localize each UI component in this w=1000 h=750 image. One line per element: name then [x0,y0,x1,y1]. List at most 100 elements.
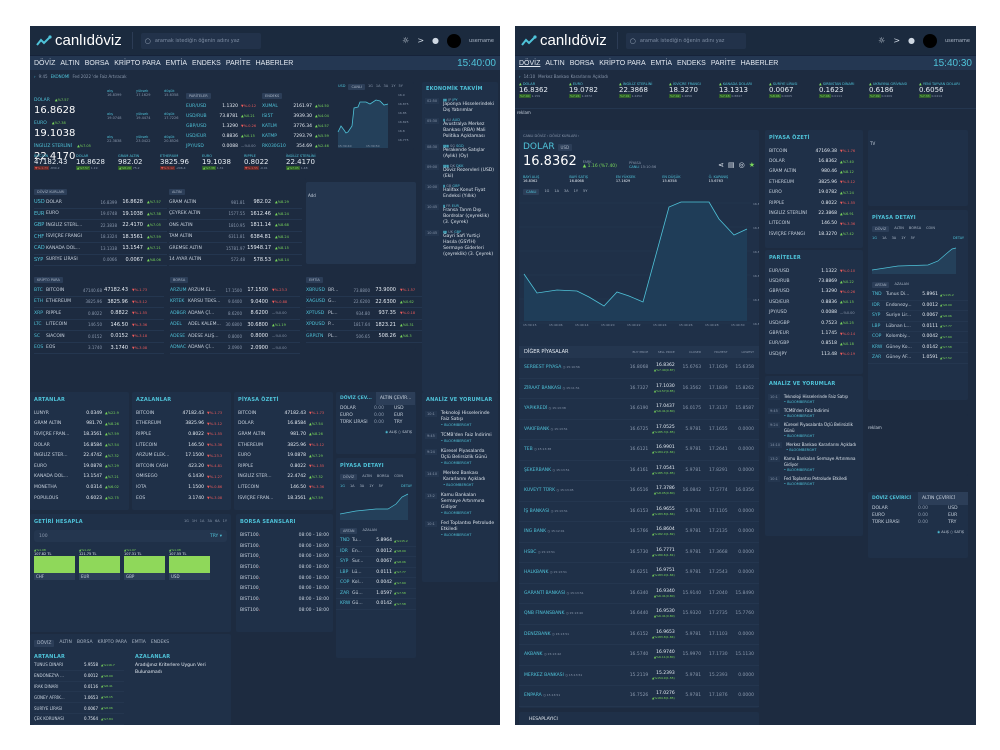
list-item[interactable]: LITECOIN 146.50 ▼%-3.36 [136,442,223,448]
list-item[interactable]: GRAM ALTIN 981.70 ▲%8.26 [34,421,119,427]
news-ticker[interactable]: Merkez Bankası Kararlarını Açıkladı [538,73,609,79]
share-icon[interactable]: > [417,36,425,45]
list-item[interactable]: RIPPLE 0.8022 ▼%-1.55 [769,200,856,206]
menu-0[interactable]: DÖVİZ [519,59,541,67]
table-row[interactable]: GRPLTN PL... 506.65 508.26 ▲%6.3 [306,331,436,343]
movers-tab[interactable]: ALTIN [59,640,72,645]
strip-item[interactable]: ▲ UKRAYNA GRİVNASI 0.6186 %7.09 0.0409 [869,82,908,98]
menu-5[interactable]: ENDEKS [192,59,221,67]
table-row[interactable]: TAM ALTIN 6311.81 6384.81 ▲%8.24 [169,232,302,243]
table-row[interactable]: EUR EURO 19.0748 19.1038 ▲%7.38 [34,209,167,220]
chart-period[interactable]: 1Y [391,84,396,88]
major-2[interactable]: İNGİLİZ STERLİNİ ▲%7.05 22.4170 [34,144,91,162]
table-row[interactable]: EOS EOS 3.1740 3.1740 ▼%-3.08 [34,343,164,354]
news-item[interactable]: 14:10 Merkez Bankası Kararlarını Açıkladı… [425,471,486,487]
detail-tab[interactable]: DÖVİZ [340,474,358,480]
username[interactable]: username [945,37,970,44]
table-row[interactable]: ADESE ADESE ALIŞ... 0.8000 0.8000 —%0.00 [170,331,300,343]
period-tab[interactable]: 6A [215,519,220,523]
period-tab[interactable]: 1H [191,519,197,523]
period-tab[interactable]: 3A [207,519,212,523]
tab-doviz-cevirici[interactable]: DÖVİZ ÇEVİRİCİ [872,496,912,501]
table-row[interactable]: SERBEST PİYASA ◷ 15:10:56 16.8068 16.8362 ▲… [519,358,759,379]
menu-4[interactable]: EMTİA [165,59,188,67]
table-row[interactable]: ADBGR ADANA Çİ... 8.6200 8.6200 —%0.00 [170,308,300,320]
detail-row[interactable]: ZAR Güney AF... 1.0591 ▲%7.52 [868,353,968,364]
period-tab[interactable]: 1A [199,519,205,523]
list-item[interactable]: İNGİLİZ STERLİNİ 22.3868 ▲%6.91 [769,211,854,217]
period-tab[interactable]: 1G [183,519,189,523]
list-item[interactable]: USD/RUB 73.8869 ▲%0.22 [769,279,854,285]
endeks-row[interactable]: RK030G10 354.69 ▲%2.46 [262,143,329,149]
list-item[interactable]: EUR/GBP 0.8518 ▲%0.18 [769,341,854,347]
list-item[interactable]: İNGİLİZ STER... 22.4742 ▲%7.32 [34,453,119,459]
logo[interactable]: canlıdöviz [521,32,618,49]
menu-2[interactable]: BORSA [569,59,595,67]
calendar-event[interactable]: 10:45 ▮ FR EUR Fransa Tarım Dışı Bordrolar… [425,204,490,225]
period-tab[interactable]: 1A [881,236,887,240]
list-item[interactable]: KANADA DOL... 13.1547 ▲%7.21 [34,474,119,480]
list-item[interactable]: BITCOIN 47182.43 ▼%-1.73 [136,410,223,416]
converter-row[interactable]: EURO 0.00 EUR [872,513,958,518]
detail-row[interactable]: SYP Suriye Lir... 0.0067 ▲%8.06 [868,311,968,322]
radio-satis[interactable]: ○ SATIŞ [398,430,412,434]
sub-tab[interactable]: AZALAN [894,282,909,286]
list-item[interactable]: İSVİÇRE FRAN... 18.3561 ▲%7.59 [238,495,323,501]
menu-0[interactable]: DÖVİZ [34,59,56,67]
list-item[interactable]: GÜNEY AFRİK... 1.0653 ▲%8.15 [34,692,124,704]
detay-link[interactable]: DETAY [400,484,412,488]
detail-tab[interactable]: ALTIN [894,226,904,230]
bell-icon[interactable]: ● [432,36,439,45]
sub-tab[interactable]: ARTAN [872,282,890,288]
ticker-card[interactable]: ETHERIUM 3825.96 ▼%-5.12 -206.4 [160,154,189,170]
table-row[interactable]: XPTUSD PL... 934.80 937.35 ▼%-0.18 [306,308,436,320]
list-item[interactable]: LITECOIN 146.50 ▼%-3.36 [238,484,325,490]
list-item[interactable]: GBP/USD 1.3290 ▼%-0.26 [769,289,856,295]
search-input[interactable]: ○ aramak istediğin öğenin adını yaz [140,32,261,49]
detail-tab[interactable]: ALTIN [362,474,372,478]
radio-alis[interactable]: ◉ ALIŞ [385,430,397,434]
table-row[interactable]: CHF İSVİÇRE FRANGI 18.3324 18.3561 ▲%7.59 [34,232,167,243]
menu-3[interactable]: KRİPTO PARA [114,59,161,67]
table-row[interactable]: KRTEK KARSU TEKS... 9.0400 9.0400 ▼%-0.88 [170,297,300,308]
news-item[interactable]: 13:2 Kamu Bankaları Sermaye Artırımına Gi… [425,493,485,515]
table-row[interactable]: USD DOLAR 16.8399 16.8628 ▲%7.57 [34,197,167,209]
period-tab[interactable]: 3A [359,484,365,488]
bell-icon[interactable]: ● [908,36,915,45]
table-row[interactable]: HALKBANK ◷ 15:13:51 16.6251 16.9751 ▲%183.9… [519,563,759,584]
ticker-card[interactable]: RIPPLE 0.8022 ▼%-1.55 -0.01 [244,154,269,170]
table-row[interactable]: ZİRAAT BANKASI ◷ 15:11:51 16.7327 17.1030 ▲… [519,379,759,399]
movers-tab[interactable]: ENDEKS [150,640,170,645]
detail-row[interactable]: COP Kolombiy... 0.0042 ▲%7.69 [868,332,968,343]
strip-item[interactable]: ▲ EURO 19.0782 %7.24 1.2872 [569,82,598,98]
list-item[interactable]: ARZUM ELEK... 17.1500 ▼%-23.3 [136,453,223,459]
period-tab[interactable]: 1G [544,189,550,193]
list-item[interactable]: DOLAR 16.8584 ▲%7.54 [238,421,323,427]
theme-sun-icon[interactable]: ☼ [878,36,886,45]
list-item[interactable]: IOTA 1.1500 ▼%-0.86 [136,484,223,490]
alarm-icon[interactable]: ◎ [738,161,745,169]
table-row[interactable]: TEB ◷ 15:13:38 16.6121 16.9901 ▲%184.2(1.84… [519,440,759,461]
table-row[interactable]: XRP RIPPLE 0.8022 0.8822 ▼%-1.55 [34,308,164,320]
period-tab[interactable]: 5Y [378,484,383,488]
converter-row[interactable]: TÜRK LİRASI 0.00 TRY [340,420,403,425]
news-item[interactable]: 9:24 Küresel Piyasalarda Üçlü Belirsizlik… [425,449,487,465]
list-item[interactable]: GRAM ALTIN 981.70 ▲%8.26 [238,431,323,437]
parite-row[interactable]: USD/RUB 73.8781 ▲%0.21 [186,113,255,119]
period-tab[interactable]: 1G [872,236,877,240]
detay-link[interactable]: DETAY [952,236,964,240]
news-item[interactable]: 10:1 Fed Toplantısı Petrolude Etkiledi • B… [768,476,848,486]
news-ticker[interactable]: Fed 2022 'de Faiz Artıracak [72,73,127,79]
ticker-card[interactable]: BITCOIN 47182.43 ▼%-1.73 -830.2 [34,154,68,170]
currency-select[interactable]: TRY ▾ [209,533,222,539]
usd-mini-chart[interactable]: USD CANLI 1G 1A 3A 1Y 5Y 16.9 16.875 16.85 16.825… [336,82,414,150]
calendar-event[interactable]: 08:30 ▮▮▮ SG SGD Perakende Satışlar (Aylık… [425,144,485,159]
list-item[interactable]: ETHEREUM 3825.96 ▼%-5.12 [769,179,856,185]
share-icon[interactable]: ⋖ [718,161,724,169]
list-item[interactable]: ÇEK KORUNASI 0.7564 ▲%7.84 [34,714,124,725]
period-tab[interactable]: 3A [891,236,897,240]
detail-row[interactable]: IDR Endonezy... 0.0012 ▲%8.09 [868,301,968,311]
list-item[interactable]: İSVİÇRE FRAN... 18.3561 ▲%7.59 [34,431,119,437]
strip-item[interactable]: ▲ İNGİLİZ STERLİNİ 22.3868 %7.01 1.4452 [619,82,653,98]
menu-5[interactable]: ENDEKS [677,59,706,67]
